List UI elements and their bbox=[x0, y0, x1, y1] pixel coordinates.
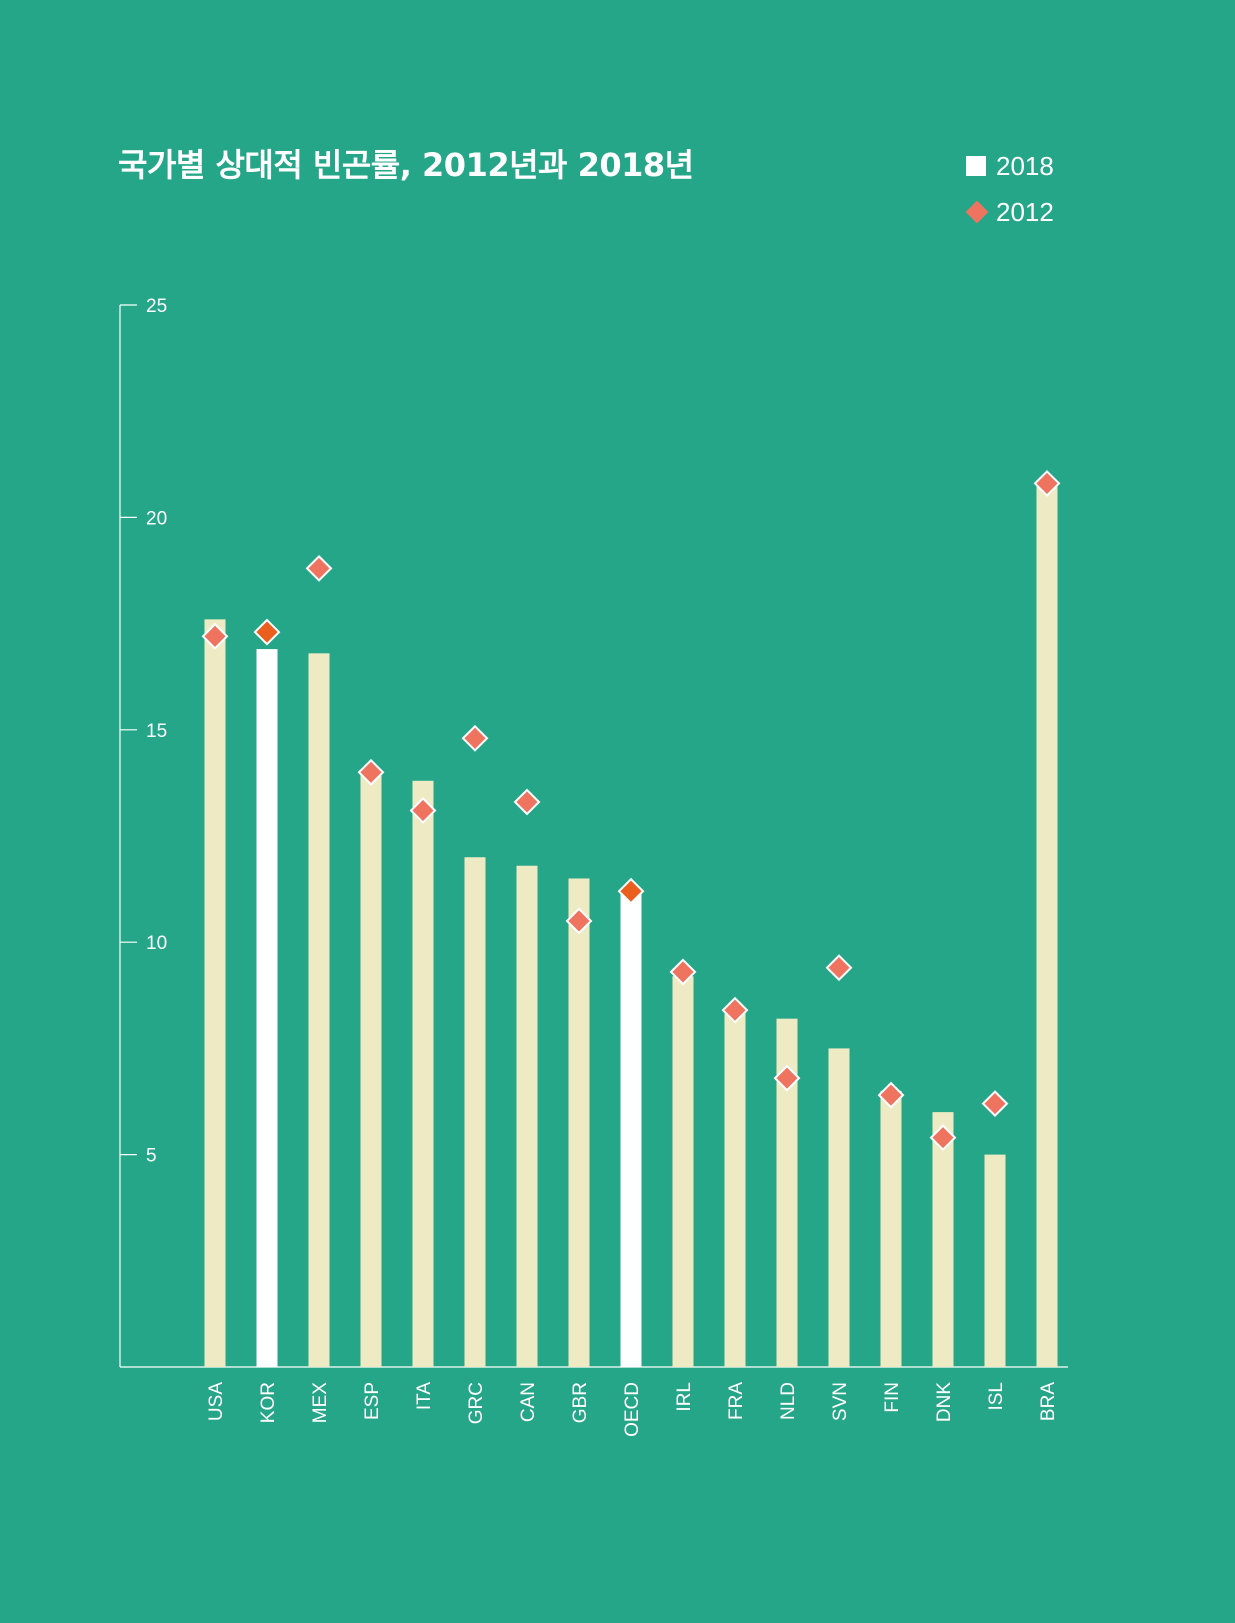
marker-2012-nld bbox=[773, 1064, 801, 1092]
x-tick-label-oecd: OECD bbox=[622, 1382, 643, 1437]
bar-2018-fin bbox=[880, 1090, 902, 1367]
marker-2012-fra bbox=[721, 996, 749, 1024]
x-tick-label-nld: NLD bbox=[778, 1382, 799, 1420]
marker-2012-dnk bbox=[929, 1124, 957, 1152]
marker-2012-kor bbox=[253, 618, 281, 646]
x-tick-label-esp: ESP bbox=[362, 1382, 383, 1420]
marker-2012-oecd bbox=[617, 877, 645, 905]
bar-2018-mex bbox=[308, 653, 330, 1367]
marker-2012-irl bbox=[669, 958, 697, 986]
x-tick-label-gbr: GBR bbox=[570, 1382, 591, 1423]
marker-2012-fin bbox=[877, 1081, 905, 1109]
bar-2018-esp bbox=[360, 772, 382, 1367]
y-tick-label-10: 10 bbox=[146, 933, 167, 954]
bar-2018-isl bbox=[984, 1154, 1006, 1367]
bar-2018-bra bbox=[1036, 483, 1058, 1367]
x-tick-label-fin: FIN bbox=[882, 1382, 903, 1413]
marker-2012-esp bbox=[357, 758, 385, 786]
legend-item-2018: 2018 bbox=[966, 143, 1054, 189]
y-tick-label-25: 25 bbox=[146, 296, 167, 317]
bar-2018-ita bbox=[412, 780, 434, 1367]
legend-label-2012: 2012 bbox=[996, 196, 1054, 227]
marker-2012-isl bbox=[981, 1090, 1009, 1118]
x-tick-label-fra: FRA bbox=[726, 1382, 747, 1420]
marker-2012-svn bbox=[825, 954, 853, 982]
bar-2018-usa bbox=[204, 619, 226, 1367]
x-tick-label-ita: ITA bbox=[414, 1382, 435, 1410]
x-tick-label-isl: ISL bbox=[986, 1382, 1007, 1411]
marker-2012-grc bbox=[461, 724, 489, 752]
bar-2018-svn bbox=[828, 1048, 850, 1367]
x-tick-label-mex: MEX bbox=[310, 1382, 331, 1424]
bar-2018-oecd bbox=[620, 891, 642, 1367]
x-tick-label-svn: SVN bbox=[830, 1382, 851, 1421]
marker-2012-mex bbox=[305, 554, 333, 582]
legend: 2018 2012 bbox=[965, 143, 1054, 235]
marker-2012-ita bbox=[409, 797, 437, 824]
x-tick-label-bra: BRA bbox=[1038, 1382, 1059, 1421]
y-tick-label-20: 20 bbox=[146, 508, 167, 529]
legend-square-swatch bbox=[966, 156, 986, 176]
bar-2018-can bbox=[516, 865, 538, 1367]
marker-2012-bra bbox=[1033, 470, 1061, 497]
legend-item-2012: 2012 bbox=[965, 189, 1054, 235]
legend-label-2018: 2018 bbox=[996, 150, 1054, 181]
marker-2012-usa bbox=[201, 622, 229, 650]
bar-2018-nld bbox=[776, 1018, 798, 1367]
marker-2012-gbr bbox=[565, 907, 593, 935]
bar-2018-dnk bbox=[932, 1112, 954, 1367]
x-tick-label-irl: IRL bbox=[674, 1382, 695, 1412]
x-tick-label-usa: USA bbox=[206, 1382, 227, 1421]
chart-title: 국가별 상대적 빈곤률, 2012년과 2018년 bbox=[118, 146, 694, 184]
x-tick-label-dnk: DNK bbox=[934, 1382, 955, 1422]
bar-2018-kor bbox=[256, 649, 278, 1367]
bar-2018-gbr bbox=[568, 878, 590, 1367]
bar-2018-grc bbox=[464, 857, 486, 1367]
x-tick-label-can: CAN bbox=[518, 1382, 539, 1422]
bar-2018-fra bbox=[724, 1010, 746, 1367]
x-tick-label-grc: GRC bbox=[466, 1382, 487, 1424]
y-tick-label-15: 15 bbox=[146, 721, 167, 742]
marker-2012-can bbox=[513, 788, 541, 816]
x-tick-label-kor: KOR bbox=[258, 1382, 279, 1423]
y-tick-label-5: 5 bbox=[146, 1146, 157, 1167]
bar-2018-irl bbox=[672, 976, 694, 1367]
